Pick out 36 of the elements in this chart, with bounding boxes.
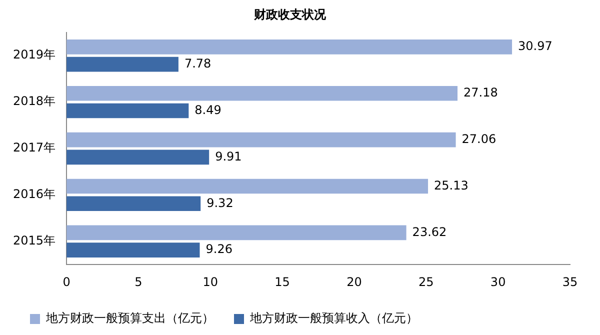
bar (66, 56, 178, 72)
bar (66, 242, 200, 258)
data-label: 7.78 (184, 56, 212, 70)
x-tick-label: 30 (490, 274, 506, 289)
data-label: 30.97 (518, 39, 552, 54)
bar (66, 196, 201, 212)
y-tick-label: 2018年 (12, 94, 56, 108)
bar (66, 103, 189, 118)
bar (66, 40, 512, 54)
y-tick-label: 2017年 (12, 140, 56, 155)
legend-label: 地方财政一般预算收入（亿元） (249, 311, 418, 326)
y-tick-label: 2019年 (12, 48, 56, 62)
x-tick-label: 25 (418, 274, 434, 289)
legend-label: 地方财政一般预算支出（亿元） (45, 311, 214, 326)
data-label: 27.18 (464, 85, 498, 100)
data-label: 9.26 (206, 242, 232, 256)
x-tick-label: 15 (274, 274, 290, 289)
bar (66, 225, 406, 240)
y-tick-label: 2016年 (12, 187, 56, 202)
data-label: 8.49 (194, 102, 222, 117)
bar (66, 86, 458, 101)
data-label: 9.32 (206, 196, 234, 210)
data-label: 27.06 (462, 132, 496, 146)
x-tick-label: 0 (62, 274, 70, 289)
bar (66, 150, 210, 165)
data-label: 9.91 (215, 149, 242, 164)
x-tick-label: 35 (562, 274, 578, 289)
y-tick-label: 2015年 (12, 234, 56, 248)
x-tick-label: 5 (134, 274, 142, 289)
bar (66, 132, 456, 148)
x-tick-label: 20 (346, 274, 362, 289)
data-label: 25.13 (434, 178, 468, 192)
chart-title: 财政收支状况 (253, 7, 327, 22)
bar (66, 178, 428, 194)
data-label: 23.62 (412, 224, 447, 239)
x-tick-label: 10 (202, 274, 218, 289)
